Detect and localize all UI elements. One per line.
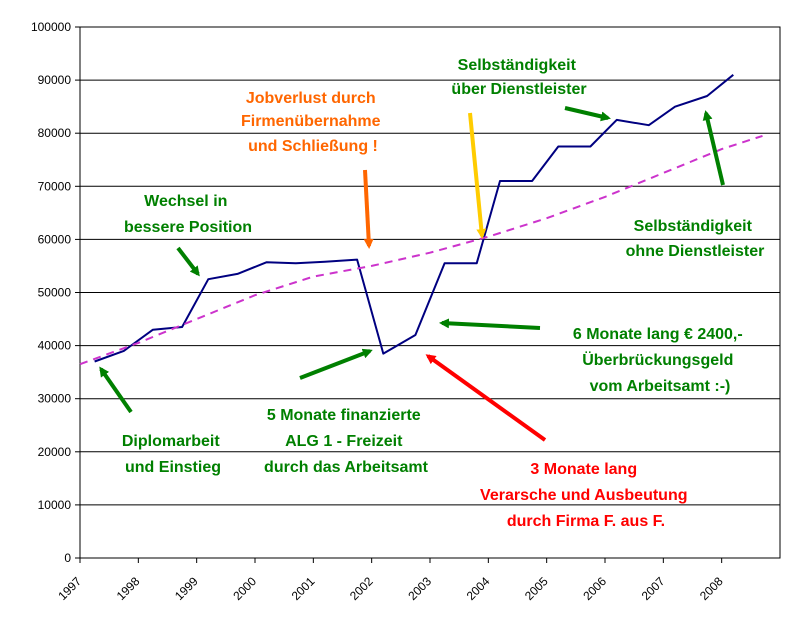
annotation-line: Überbrückungsgeld — [582, 350, 733, 369]
annotation-line: durch Firma F. aus F. — [507, 513, 665, 530]
annotation-ausbeutung: 3 Monate lang Verarsche und Ausbeutung d… — [480, 461, 692, 530]
arrow-selbstaendigkeit-dienstleister — [468, 112, 487, 239]
x-tick-label: 2005 — [522, 574, 551, 603]
y-tick-label: 90000 — [38, 73, 72, 87]
annotations: Jobverlust durch Firmenübernahme und Sch… — [122, 57, 764, 530]
annotation-line: 6 Monate lang € 2400,- — [573, 326, 743, 343]
annotation-line: 5 Monate finanzierte — [267, 407, 421, 424]
x-tick-label: 1999 — [172, 574, 201, 603]
arrow-wechsel — [176, 246, 200, 277]
annotation-selbstaendigkeit-dienstleister: Selbständigkeit über Dienstleister — [451, 57, 586, 98]
gridlines — [80, 79, 780, 506]
annotation-diplomarbeit: Diplomarbeit und Einstieg — [122, 433, 224, 476]
annotation-line: Selbständigkeit — [634, 218, 753, 235]
annotation-line: Firmenübernahme — [241, 113, 381, 130]
x-tick-label: 2003 — [405, 574, 434, 603]
x-tick-label: 2004 — [464, 574, 493, 603]
arrow-ausbeutung — [425, 354, 547, 442]
annotation-line: Jobverlust durch — [246, 90, 376, 107]
annotation-line: und Einstieg — [125, 459, 221, 476]
annotation-line: durch das Arbeitsamt — [264, 459, 429, 476]
arrow-alg1 — [299, 348, 373, 380]
annotation-alg1: 5 Monate finanzierte ALG 1 - Freizeit du… — [264, 407, 429, 476]
y-tick-label: 60000 — [38, 232, 72, 246]
y-tick-label: 0 — [64, 551, 71, 565]
annotation-line: vom Arbeitsamt :-) — [590, 378, 731, 395]
y-axis: 0 10000 20000 30000 40000 50000 60000 70000 8000… — [31, 20, 80, 565]
y-tick-label: 10000 — [38, 498, 72, 512]
y-tick-label: 30000 — [38, 392, 72, 406]
annotation-line: bessere Position — [124, 219, 252, 236]
series-layer — [79, 74, 763, 366]
trend-line — [79, 134, 763, 366]
x-tick-label: 1998 — [114, 574, 143, 603]
annotation-line: Wechsel in — [144, 193, 227, 210]
y-tick-label: 50000 — [38, 286, 72, 300]
annotation-arrows — [99, 106, 725, 442]
x-tick-label: 2002 — [347, 574, 376, 603]
x-tick-label: 2007 — [639, 574, 668, 603]
x-tick-label: 2008 — [697, 574, 726, 603]
y-tick-label: 80000 — [38, 126, 72, 140]
arrow-selbstaendigkeit-ohne — [702, 110, 725, 186]
annotation-line: über Dienstleister — [451, 81, 586, 98]
annotation-wechsel: Wechsel in bessere Position — [124, 193, 252, 236]
y-tick-label: 20000 — [38, 445, 72, 459]
annotation-ueberbrueckungsgeld: 6 Monate lang € 2400,- Überbrückungsgeld… — [573, 326, 747, 395]
arrow-ueberbrueckungsgeld — [439, 318, 541, 330]
x-tick-label: 2006 — [580, 574, 609, 603]
arrow-jobverlust — [363, 169, 374, 249]
y-tick-label: 70000 — [38, 179, 72, 193]
annotation-line: Verarsche und Ausbeutung — [480, 487, 687, 504]
annotation-line: Selbständigkeit — [458, 57, 577, 74]
x-axis: 1997 1998 1999 2000 2001 2002 2003 2004 2005 2006… — [55, 558, 726, 603]
arrow-diplomarbeit — [99, 366, 133, 414]
annotation-line: ohne Dienstleister — [626, 243, 765, 260]
annotation-line: und Schließung ! — [248, 138, 378, 155]
x-tick-label: 2001 — [289, 574, 318, 603]
annotation-selbstaendigkeit-ohne: Selbständigkeit ohne Dienstleister — [626, 218, 765, 260]
arrow-selbstaendigkeit-top — [564, 106, 611, 122]
y-tick-label: 40000 — [38, 339, 72, 353]
x-tick-label: 2000 — [230, 574, 259, 603]
x-tick-label: 1997 — [55, 574, 84, 603]
annotation-jobverlust: Jobverlust durch Firmenübernahme und Sch… — [241, 90, 385, 155]
y-tick-label: 100000 — [31, 20, 71, 34]
annotation-line: ALG 1 - Freizeit — [285, 433, 403, 450]
annotation-line: Diplomarbeit — [122, 433, 220, 450]
salary-line — [94, 74, 734, 363]
annotation-line: 3 Monate lang — [530, 461, 637, 478]
